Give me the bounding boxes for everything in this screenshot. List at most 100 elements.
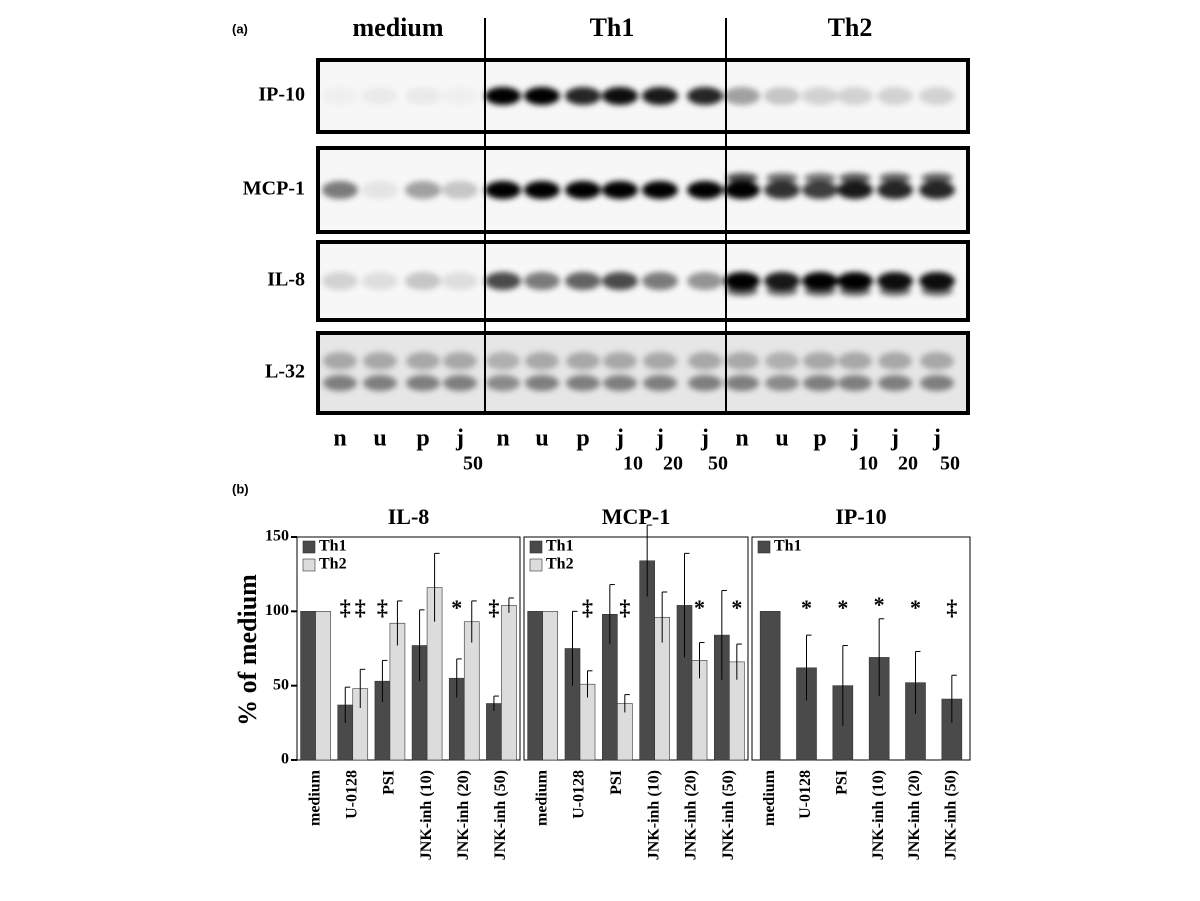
band	[687, 87, 723, 105]
blot-bands	[323, 352, 954, 391]
band	[405, 272, 441, 290]
band	[485, 181, 521, 199]
bar	[315, 611, 331, 761]
y-axis-label: % of medium	[233, 574, 262, 726]
lane-label: j	[850, 426, 859, 452]
significance-marker: *	[731, 595, 742, 620]
blot-background	[318, 333, 968, 413]
band	[603, 352, 637, 370]
band	[688, 375, 722, 391]
band	[724, 181, 760, 199]
row-label: L-32	[265, 361, 305, 383]
lane-label: j	[455, 426, 464, 452]
band	[879, 173, 911, 183]
lane-dose: 50	[463, 453, 483, 475]
band	[323, 375, 357, 391]
significance-marker: ‡	[377, 595, 388, 620]
lane-label: p	[416, 426, 429, 452]
significance-marker: ‡	[946, 595, 957, 620]
band	[766, 286, 798, 296]
lane-label: j	[890, 426, 899, 452]
band	[919, 87, 955, 105]
bar	[300, 611, 316, 761]
band	[442, 181, 478, 199]
band	[919, 181, 955, 199]
band	[602, 87, 638, 105]
band	[765, 375, 799, 391]
lane-dose: 10	[858, 453, 878, 475]
blot-bands	[322, 173, 955, 199]
band	[837, 87, 873, 105]
band	[765, 352, 799, 370]
lane-dose: 20	[663, 453, 683, 475]
x-tick-label: U-0128	[797, 770, 814, 819]
band	[726, 173, 758, 183]
band	[687, 181, 723, 199]
bar	[527, 611, 543, 761]
lane-label: u	[373, 426, 386, 452]
significance-marker: ‡	[355, 595, 366, 620]
bar	[486, 703, 502, 761]
significance-marker: ‡	[619, 595, 630, 620]
legend-label: Th2	[319, 556, 347, 573]
band	[524, 272, 560, 290]
band	[443, 375, 477, 391]
significance-marker: *	[694, 595, 705, 620]
x-tick-label: JNK-inh (20)	[683, 770, 700, 860]
band	[724, 87, 760, 105]
band	[442, 272, 478, 290]
lane-label: j	[932, 426, 941, 452]
significance-marker: *	[874, 592, 885, 617]
band	[879, 286, 911, 296]
band	[764, 87, 800, 105]
band	[919, 272, 955, 290]
band	[405, 181, 441, 199]
blot-bands	[362, 87, 955, 105]
significance-marker: ‡	[488, 595, 499, 620]
band	[363, 352, 397, 370]
band	[804, 173, 836, 183]
x-tick-label: U-0128	[571, 770, 588, 819]
band	[322, 181, 358, 199]
legend-label: Th2	[546, 556, 574, 573]
significance-marker: *	[910, 595, 921, 620]
legend-swatch	[757, 540, 771, 554]
significance-marker: *	[801, 595, 812, 620]
band	[323, 352, 357, 370]
x-tick-label: JNK-inh (50)	[943, 770, 960, 860]
y-tick-label: 0	[281, 751, 289, 768]
x-tick-label: JNK-inh (20)	[455, 770, 472, 860]
band	[524, 181, 560, 199]
band	[405, 87, 441, 105]
blot-frame	[316, 58, 970, 134]
band	[642, 87, 678, 105]
lane-label: n	[496, 426, 509, 452]
band	[486, 375, 520, 391]
blot-frame	[316, 240, 970, 322]
lane-label: j	[700, 426, 709, 452]
band	[322, 272, 358, 290]
band	[602, 272, 638, 290]
chart-title: IP-10	[835, 504, 886, 529]
chart-title: IL-8	[388, 504, 430, 529]
lane-label: p	[576, 426, 589, 452]
band	[877, 87, 913, 105]
x-tick-label: medium	[533, 769, 550, 826]
band	[920, 352, 954, 370]
x-tick-label: medium	[761, 769, 778, 826]
band	[362, 272, 398, 290]
band	[877, 272, 913, 290]
band	[565, 181, 601, 199]
band	[566, 375, 600, 391]
band	[839, 286, 871, 296]
band	[603, 375, 637, 391]
band	[838, 352, 872, 370]
plot-frame	[751, 536, 971, 761]
band	[643, 352, 677, 370]
y-tick-label: 50	[273, 676, 289, 693]
x-tick-label: JNK-inh (10)	[645, 770, 662, 860]
bar	[501, 605, 517, 761]
lane-dose: 50	[708, 453, 728, 475]
row-label: IL-8	[267, 269, 305, 291]
band	[485, 272, 521, 290]
